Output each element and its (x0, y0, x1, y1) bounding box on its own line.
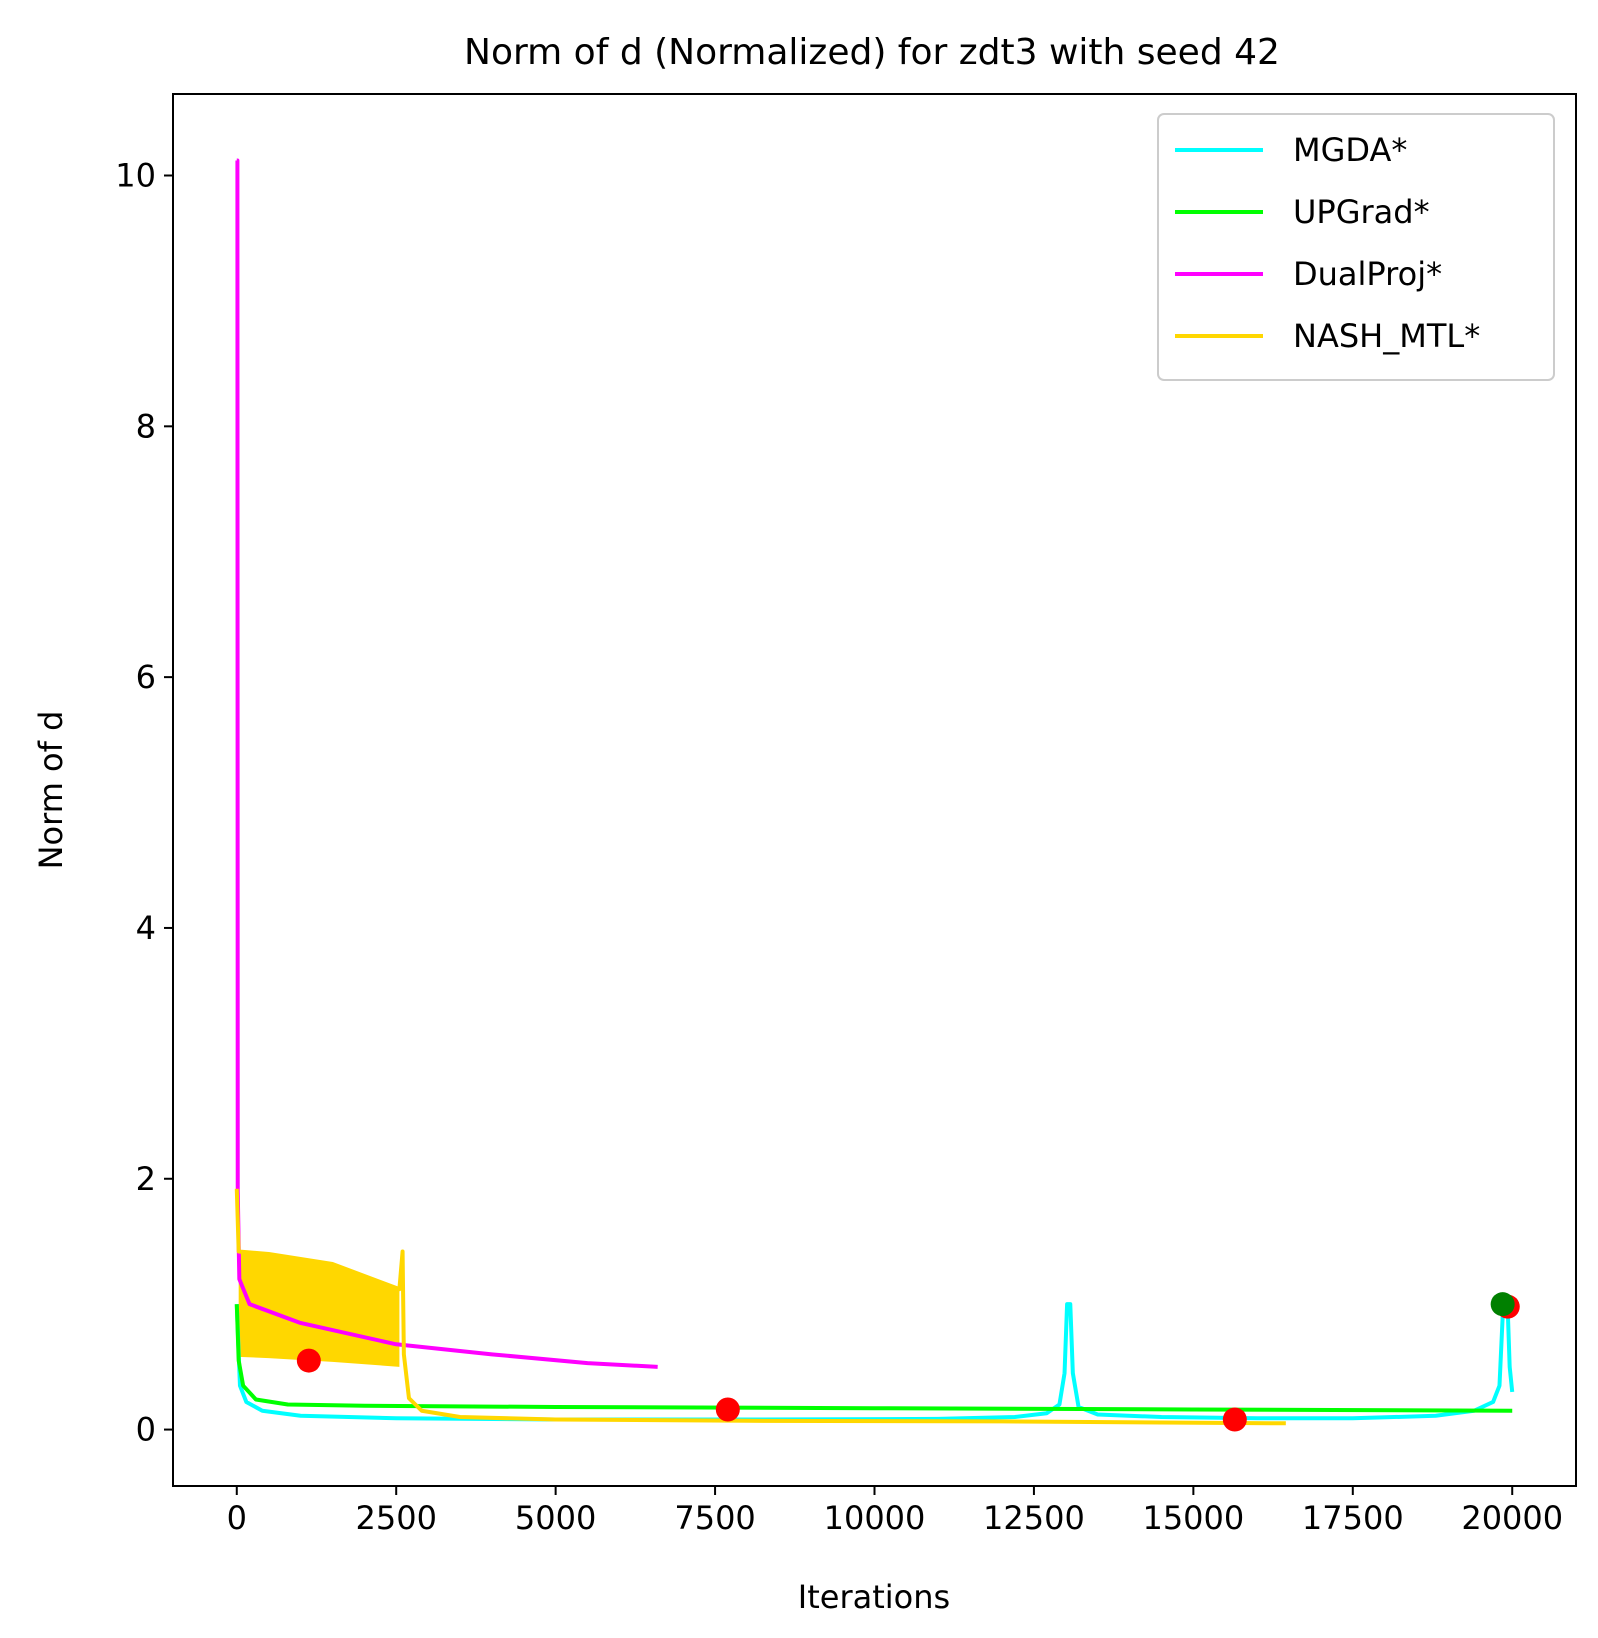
plot-area (234, 158, 1520, 1432)
marker-point-0 (296, 1348, 321, 1373)
marker-point-4 (1490, 1292, 1515, 1317)
series-line-1 (234, 1304, 1513, 1413)
x-tick-label-1: 2500 (355, 1499, 436, 1537)
y-tick-label-5: 10 (115, 157, 156, 195)
marker-point-1 (715, 1397, 740, 1422)
x-tick-label-0: 0 (227, 1499, 247, 1537)
y-tick-label-4: 8 (136, 407, 156, 445)
legend-label-0: MGDA* (1293, 131, 1407, 169)
legend-label-1: UPGrad* (1293, 193, 1430, 231)
x-tick-label-4: 10000 (824, 1499, 926, 1537)
x-tick-label-6: 15000 (1142, 1499, 1244, 1537)
legend: MGDA* UPGrad* DualProj* NASH_MTL* (1157, 113, 1555, 381)
x-tick-label-3: 7500 (674, 1499, 755, 1537)
x-axis: 0 2500 5000 7500 10000 12500 15000 17500 20000 (227, 1486, 1563, 1537)
x-axis-label: Iterations (798, 1578, 950, 1616)
y-tick-label-1: 2 (136, 1160, 156, 1198)
chart-title: Norm of d (Normalized) for zdt3 with see… (464, 32, 1280, 73)
legend-label-2: DualProj* (1293, 255, 1442, 293)
x-tick-label-5: 12500 (983, 1499, 1085, 1537)
series-line-3 (234, 1188, 1286, 1426)
marker-point-2 (1222, 1407, 1247, 1432)
legend-box (1157, 113, 1555, 381)
legend-label-3: NASH_MTL* (1293, 317, 1480, 355)
x-tick-label-8: 20000 (1461, 1499, 1563, 1537)
series-line-0 (234, 1302, 1515, 1422)
y-tick-label-3: 6 (136, 658, 156, 696)
y-axis: 0 2 4 6 8 10 (115, 157, 173, 1449)
series-line-2 (235, 158, 658, 1369)
x-tick-label-7: 17500 (1302, 1499, 1404, 1537)
y-tick-label-2: 4 (136, 909, 156, 947)
y-tick-label-0: 0 (136, 1411, 156, 1449)
y-axis-label: Norm of d (32, 711, 70, 870)
x-tick-label-2: 5000 (515, 1499, 596, 1537)
